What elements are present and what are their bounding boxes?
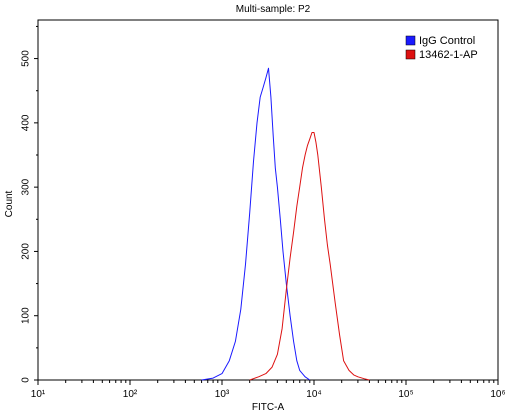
legend: IgG Control 13462-1-AP — [405, 35, 478, 61]
series-line-2 — [249, 132, 370, 381]
series-line-1 — [201, 67, 311, 381]
plot-frame — [37, 19, 499, 381]
x-tick-label: 10⁴ — [306, 389, 321, 400]
legend-swatch-2 — [405, 49, 416, 60]
y-tick-label: 100 — [21, 307, 32, 324]
y-tick-label: 0 — [21, 377, 32, 383]
y-tick-label: 300 — [21, 178, 32, 195]
chart-title: Multi-sample: P2 — [236, 4, 311, 15]
legend-label-1: IgG Control — [419, 35, 475, 47]
x-tick-label: 10² — [123, 389, 138, 400]
x-axis: 10¹ 10² 10³ 10⁴ 10⁵ 10⁶ — [31, 380, 506, 400]
legend-label-2: 13462-1-AP — [419, 49, 478, 61]
x-axis-label: FITC-A — [252, 402, 285, 413]
y-tick-label: 200 — [21, 243, 32, 260]
x-tick-label: 10¹ — [31, 389, 46, 400]
x-tick-label: 10⁶ — [490, 389, 505, 400]
x-tick-label: 10³ — [215, 389, 230, 400]
y-axis-label: Count — [4, 190, 15, 217]
y-tick-label: 500 — [21, 50, 32, 67]
plot-area — [37, 19, 499, 381]
series-layer — [201, 67, 370, 381]
legend-swatch-1 — [405, 35, 416, 46]
y-tick-label: 400 — [21, 114, 32, 131]
y-axis: 0 100 200 300 400 500 — [21, 25, 38, 383]
x-tick-label: 10⁵ — [398, 389, 413, 400]
